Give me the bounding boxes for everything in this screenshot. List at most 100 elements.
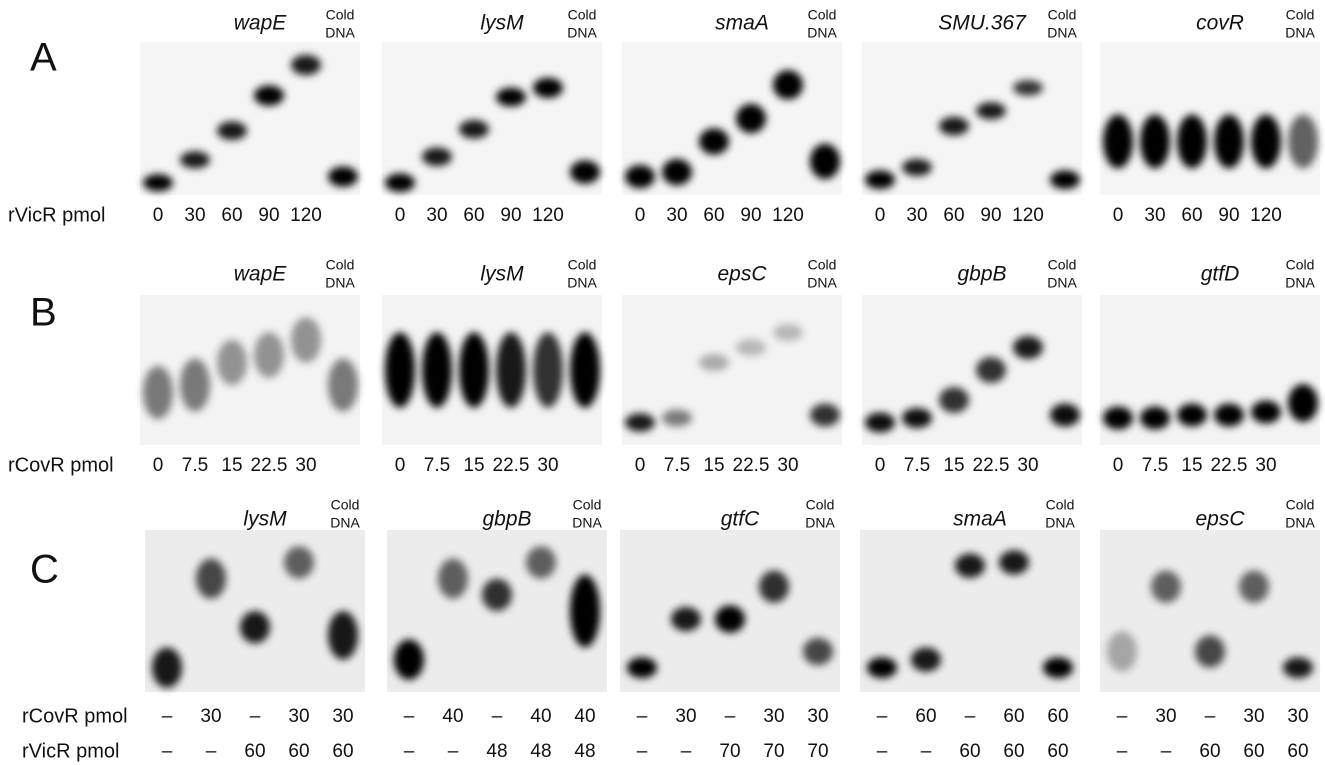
lane-label: – bbox=[250, 706, 261, 727]
lane-label: 60 bbox=[1003, 706, 1024, 727]
band bbox=[240, 611, 270, 644]
cold-label: DNA bbox=[1047, 275, 1077, 291]
lane-label: 60 bbox=[1243, 741, 1264, 762]
lane-label: 0 bbox=[875, 455, 886, 476]
lane-label: – bbox=[681, 741, 692, 762]
band bbox=[254, 85, 284, 106]
band bbox=[526, 546, 556, 579]
gel bbox=[382, 42, 602, 195]
panel-label: C bbox=[30, 548, 59, 592]
band bbox=[902, 408, 932, 428]
lane-label: – bbox=[1117, 741, 1128, 762]
lane-label: 30 bbox=[426, 205, 447, 226]
lane-label: 120 bbox=[290, 205, 322, 226]
gel bbox=[382, 295, 602, 445]
panel-label: A bbox=[30, 36, 57, 80]
band bbox=[1107, 631, 1137, 672]
band bbox=[143, 366, 173, 419]
lane-label: – bbox=[492, 706, 503, 727]
lane-label: 120 bbox=[532, 205, 564, 226]
band bbox=[699, 128, 729, 155]
lane-label: 30 bbox=[288, 706, 309, 727]
lane-label: 30 bbox=[1144, 205, 1165, 226]
lane-label: – bbox=[877, 706, 888, 727]
lane-label: 48 bbox=[486, 741, 507, 762]
band bbox=[482, 578, 512, 611]
lane-label: 15 bbox=[463, 455, 484, 476]
lane-label: 70 bbox=[807, 741, 828, 762]
band bbox=[459, 332, 489, 408]
lane-label: 7.5 bbox=[182, 455, 208, 476]
cold-label: DNA bbox=[567, 25, 597, 41]
lane-label: – bbox=[725, 706, 736, 727]
lane-label: 22.5 bbox=[733, 455, 770, 476]
lane-label: 22.5 bbox=[251, 455, 288, 476]
band bbox=[496, 332, 526, 408]
lane-label: 60 bbox=[221, 205, 242, 226]
band bbox=[385, 332, 415, 408]
cold-label: DNA bbox=[1285, 515, 1315, 531]
band bbox=[533, 77, 563, 99]
band bbox=[1140, 406, 1170, 430]
band bbox=[533, 332, 563, 408]
row-label: rVicR pmol bbox=[8, 204, 105, 226]
gel bbox=[622, 295, 842, 445]
band bbox=[671, 607, 701, 632]
cold-label: DNA bbox=[1285, 25, 1315, 41]
lane-label: 60 bbox=[1287, 741, 1308, 762]
lane-label: 60 bbox=[1047, 741, 1068, 762]
band bbox=[291, 54, 321, 76]
cold-label: Cold bbox=[1286, 7, 1315, 23]
gene-label: gbpB bbox=[957, 263, 1006, 286]
lane-label: 7.5 bbox=[1142, 455, 1168, 476]
band bbox=[180, 358, 210, 412]
band bbox=[1140, 114, 1170, 169]
lane-label: 30 bbox=[184, 205, 205, 226]
cold-label: Cold bbox=[808, 257, 837, 273]
lane-label: 30 bbox=[763, 706, 784, 727]
lane-label: 30 bbox=[1017, 455, 1038, 476]
lane-label: 30 bbox=[200, 706, 221, 727]
cold-label: DNA bbox=[572, 515, 602, 531]
lane-label: 15 bbox=[703, 455, 724, 476]
band bbox=[1251, 114, 1281, 169]
band bbox=[217, 121, 247, 141]
band bbox=[1043, 657, 1073, 679]
gene-label: gbpB bbox=[482, 508, 531, 531]
cold-label: Cold bbox=[1286, 497, 1315, 513]
cold-label: Cold bbox=[568, 7, 597, 23]
lane-label: 22.5 bbox=[973, 455, 1010, 476]
band bbox=[662, 158, 692, 186]
lane-label: 60 bbox=[288, 741, 309, 762]
band bbox=[1177, 114, 1207, 169]
cold-label: Cold bbox=[326, 257, 355, 273]
band bbox=[394, 639, 424, 680]
cold-label: Cold bbox=[331, 497, 360, 513]
lane-label: – bbox=[1161, 741, 1172, 762]
lane-label: – bbox=[448, 741, 459, 762]
band bbox=[902, 158, 932, 177]
cold-label: DNA bbox=[1285, 275, 1315, 291]
gel bbox=[140, 42, 360, 195]
gel bbox=[1100, 42, 1320, 195]
gene-label: smaA bbox=[715, 12, 769, 35]
lane-label: 90 bbox=[500, 205, 521, 226]
band bbox=[1214, 403, 1244, 427]
cold-label: DNA bbox=[330, 515, 360, 531]
gene-label: gtfD bbox=[1201, 263, 1240, 286]
lane-label: 30 bbox=[1255, 455, 1276, 476]
band bbox=[180, 151, 210, 169]
lane-label: 30 bbox=[332, 706, 353, 727]
lane-label: 60 bbox=[1003, 741, 1024, 762]
band bbox=[284, 546, 314, 579]
lane-label: 7.5 bbox=[904, 455, 930, 476]
gene-label: epsC bbox=[1195, 508, 1245, 531]
band bbox=[254, 332, 284, 378]
lane-label: 0 bbox=[875, 205, 886, 226]
band bbox=[1288, 384, 1318, 422]
lane-label: 90 bbox=[740, 205, 761, 226]
lane-label: 60 bbox=[1199, 741, 1220, 762]
gene-label: gtfC bbox=[721, 508, 760, 531]
band bbox=[999, 550, 1029, 575]
lane-label: 30 bbox=[1155, 706, 1176, 727]
